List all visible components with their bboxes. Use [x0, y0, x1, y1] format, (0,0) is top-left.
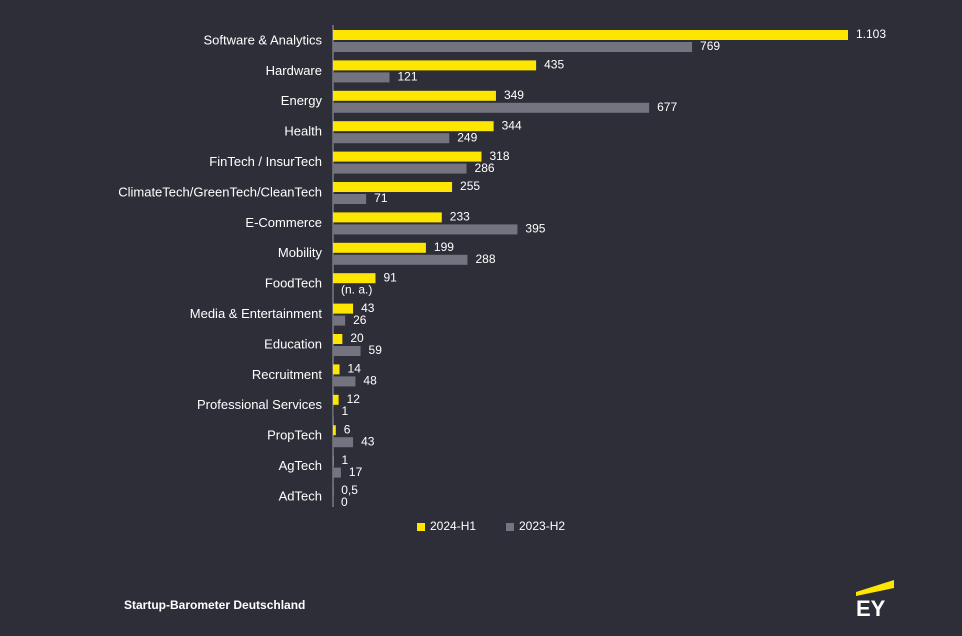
value-label: 121 [397, 70, 417, 84]
bar [333, 346, 361, 356]
value-label: 48 [363, 374, 377, 388]
bar [333, 467, 341, 478]
value-label: 20 [350, 331, 364, 345]
value-label: 0 [341, 495, 348, 509]
value-label: 71 [374, 191, 388, 205]
bar [333, 151, 482, 162]
value-label: (n. a.) [341, 282, 372, 296]
bar [333, 364, 340, 375]
value-label: 233 [450, 210, 470, 224]
value-label: 199 [434, 240, 454, 254]
bar [333, 394, 339, 405]
category-label: Recruitment [252, 367, 322, 382]
bar [333, 242, 426, 253]
value-label: 0,5 [341, 483, 358, 497]
bar [333, 273, 376, 284]
value-label: 288 [475, 252, 495, 266]
legend-label: 2023-H2 [519, 519, 565, 533]
logo-slash [856, 580, 894, 596]
category-label: Energy [281, 93, 323, 108]
bar [333, 303, 354, 314]
bar [333, 425, 336, 436]
bar [333, 194, 367, 204]
source: Startup-Barometer Deutschland [124, 598, 305, 612]
logo: EY [856, 596, 886, 621]
value-label: 17 [349, 465, 363, 479]
bar [333, 315, 346, 326]
category-label: FoodTech [265, 276, 322, 291]
category-label: E-Commerce [245, 215, 322, 230]
bar [333, 163, 467, 174]
bar [333, 42, 693, 52]
category-label: Health [284, 124, 322, 139]
value-label: 43 [361, 434, 375, 448]
value-label: 255 [460, 179, 480, 193]
category-label: AgTech [279, 458, 322, 473]
bar [333, 102, 650, 113]
category-label: ClimateTech/GreenTech/CleanTech [118, 184, 322, 199]
value-label: 91 [383, 270, 397, 284]
value-label: 43 [361, 301, 375, 315]
bar [333, 437, 354, 448]
value-label: 318 [489, 149, 509, 163]
value-label: 395 [525, 222, 545, 236]
value-label: 59 [369, 343, 383, 357]
category-label: PropTech [267, 428, 322, 443]
bar [333, 30, 848, 40]
category-label: Mobility [278, 245, 323, 260]
category-label: Hardware [266, 63, 322, 78]
value-label: 286 [475, 161, 495, 175]
bar [333, 60, 537, 71]
value-label: 344 [502, 118, 522, 132]
value-label: 349 [504, 88, 524, 102]
category-label: Education [264, 336, 322, 351]
value-label: 769 [700, 39, 720, 53]
bar [333, 90, 496, 101]
value-label: 249 [457, 130, 477, 144]
bar [333, 182, 453, 192]
bar [333, 72, 390, 83]
bar [333, 224, 518, 235]
value-label: 1.103 [856, 27, 886, 41]
legend-swatch [417, 523, 425, 531]
value-label: 677 [657, 100, 677, 114]
value-label: 1 [341, 453, 348, 467]
category-label: FinTech / InsurTech [209, 154, 322, 169]
legend-label: 2024-H1 [430, 519, 476, 533]
category-label: AdTech [279, 488, 322, 503]
bar [333, 376, 356, 387]
value-label: 12 [347, 392, 361, 406]
value-label: 435 [544, 58, 564, 72]
category-label: Media & Entertainment [190, 306, 323, 321]
bar [333, 133, 450, 144]
value-label: 14 [348, 362, 362, 376]
bar [333, 334, 343, 344]
legend-swatch [506, 523, 514, 531]
bar [333, 121, 494, 132]
category-label: Software & Analytics [204, 32, 323, 47]
value-label: 1 [341, 404, 348, 418]
bar [333, 212, 442, 223]
value-label: 26 [353, 313, 367, 327]
value-label: 6 [344, 422, 351, 436]
category-label: Professional Services [197, 397, 322, 412]
bar [333, 254, 468, 265]
